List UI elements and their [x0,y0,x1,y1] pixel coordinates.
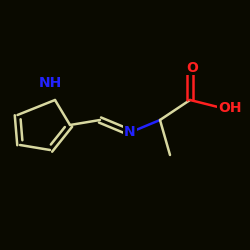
Text: O: O [186,60,198,74]
Text: N: N [124,126,136,140]
Text: OH: OH [218,100,242,114]
Text: NH: NH [38,76,62,90]
